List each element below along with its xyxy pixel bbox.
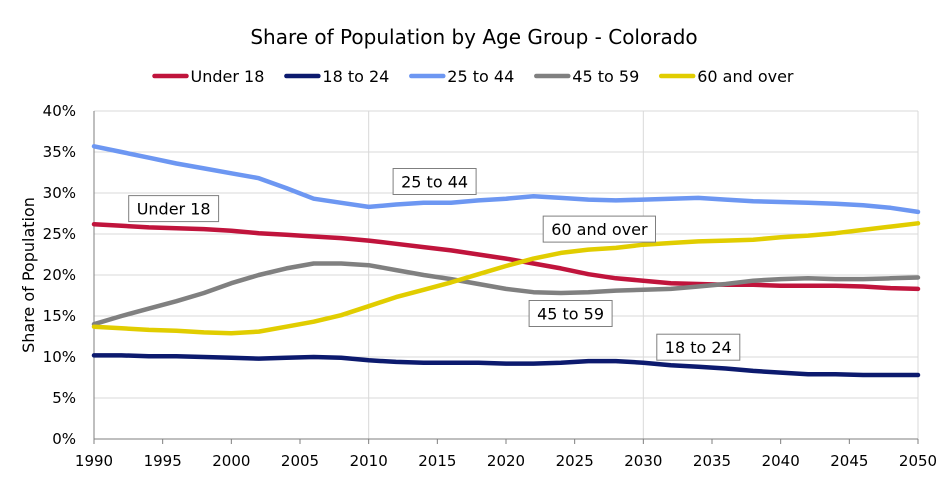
x-tick-label: 1995 <box>144 452 182 470</box>
y-tick-label: 30% <box>43 184 76 202</box>
series-line-25-to-44 <box>91 144 921 215</box>
y-axis-label: Share of Population <box>19 197 38 353</box>
y-tick-label: 35% <box>43 143 76 161</box>
annotation: 45 to 59 <box>528 300 613 327</box>
x-tick-label: 2045 <box>830 452 868 470</box>
y-axis-ticks: 0% 5% 10% 15% 20% 25% 30% 35% 40% <box>43 102 76 448</box>
annotation-box <box>128 195 220 223</box>
x-tick-label: 2025 <box>556 452 594 470</box>
annotation-label: Under 18 <box>137 200 211 219</box>
legend-item-18-to-24: 18 to 24 <box>284 67 389 86</box>
x-tick-label: 2000 <box>212 452 250 470</box>
annotation-box <box>656 333 741 361</box>
legend-item-60-and-over: 60 and over <box>658 67 794 86</box>
annotation-label: 25 to 44 <box>401 173 468 192</box>
series-line-45-to-59 <box>91 261 921 327</box>
annotation: 25 to 44 <box>392 168 477 195</box>
x-tick-label: 2035 <box>693 452 731 470</box>
series-line-under-18 <box>91 221 921 292</box>
series-line-18-to-24 <box>91 353 921 378</box>
legend: Under 18 18 to 24 25 to 44 45 to 59 60 and o… <box>152 67 794 86</box>
annotation: 60 and over <box>542 215 657 243</box>
legend-label: 18 to 24 <box>322 67 389 86</box>
series-line-60-and-over <box>91 221 921 336</box>
legend-label: Under 18 <box>191 67 265 86</box>
y-tick-label: 40% <box>43 102 76 120</box>
annotation-label: 60 and over <box>551 220 648 239</box>
x-tick-label: 2050 <box>899 452 937 470</box>
annotation-box <box>392 168 477 195</box>
y-tick-label: 25% <box>43 225 76 243</box>
gridlines <box>94 110 919 439</box>
y-tick-label: 10% <box>43 348 76 366</box>
axes <box>93 111 919 444</box>
x-tick-label: 2005 <box>281 452 319 470</box>
y-tick-label: 5% <box>52 389 76 407</box>
x-axis-ticks: 1990 1995 2000 2005 2010 2015 2020 2025 2030 2035… <box>75 452 937 470</box>
legend-label: 45 to 59 <box>572 67 639 86</box>
annotation-box <box>542 215 657 243</box>
annotation-label: 45 to 59 <box>537 305 604 324</box>
legend-item-under-18: Under 18 <box>152 67 265 86</box>
x-tick-label: 2030 <box>624 452 662 470</box>
x-tick-label: 2010 <box>350 452 388 470</box>
legend-item-25-to-44: 25 to 44 <box>409 67 514 86</box>
y-tick-label: 20% <box>43 266 76 284</box>
annotation-box <box>528 300 613 327</box>
y-tick-label: 15% <box>43 307 76 325</box>
legend-label: 25 to 44 <box>447 67 514 86</box>
annotation: Under 18 <box>128 195 220 223</box>
x-tick-label: 2015 <box>418 452 456 470</box>
legend-item-45-to-59: 45 to 59 <box>534 67 639 86</box>
chart-title: Share of Population by Age Group - Color… <box>250 25 697 49</box>
x-tick-label: 1990 <box>75 452 113 470</box>
x-tick-label: 2020 <box>487 452 525 470</box>
series-annotations: Under 18 25 to 44 60 and over 45 to 59 18 to… <box>128 168 741 361</box>
y-tick-label: 0% <box>52 430 76 448</box>
legend-label: 60 and over <box>697 67 794 86</box>
x-tick-label: 2040 <box>762 452 800 470</box>
annotation-label: 18 to 24 <box>665 338 732 357</box>
series-lines <box>91 144 921 378</box>
annotation: 18 to 24 <box>656 333 741 361</box>
